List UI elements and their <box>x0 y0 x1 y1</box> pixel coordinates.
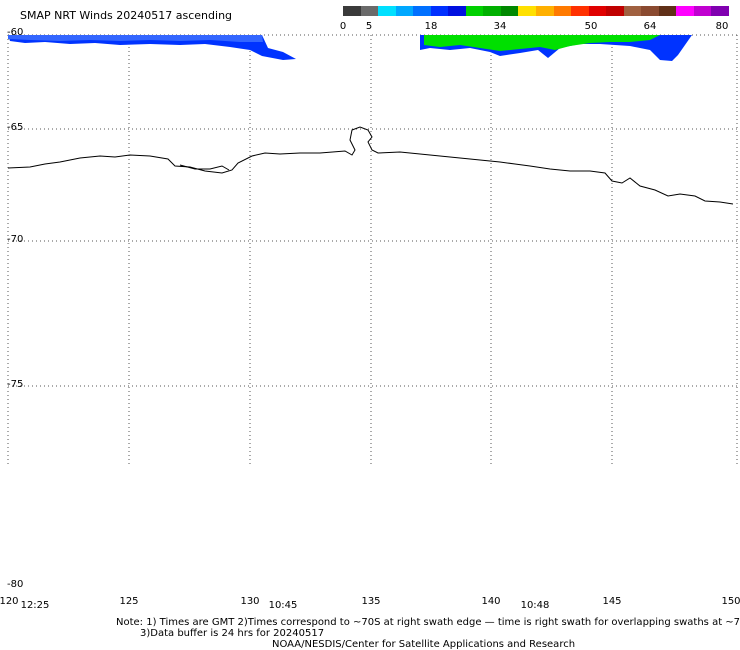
graticule <box>7 34 738 465</box>
colorbar-segment-11 <box>536 6 554 16</box>
lon-label-130: 130 <box>240 596 260 607</box>
colorbar-segment-21 <box>711 6 730 16</box>
colorbar-segment-19 <box>676 6 694 16</box>
colorbar-segment-0 <box>343 6 361 16</box>
lon-label-125: 125 <box>119 596 139 607</box>
antarctic-coastline <box>7 126 734 205</box>
colorbar-segment-18 <box>658 6 677 16</box>
time-label-2: 10:45 <box>268 600 298 611</box>
colorbar-tick-80: 80 <box>715 21 729 32</box>
colorbar-tick-5: 5 <box>365 21 373 32</box>
lat-label-70: -70 <box>7 234 24 245</box>
colorbar-segment-1 <box>360 6 379 16</box>
colorbar-segment-15 <box>606 6 624 16</box>
colorbar-segment-13 <box>571 6 589 16</box>
colorbar-segment-16 <box>623 6 642 16</box>
lon-label-120: 120 <box>0 596 19 607</box>
map-title: SMAP NRT Winds 20240517 ascending <box>20 9 233 22</box>
colorbar-segment-17 <box>641 6 659 16</box>
colorbar-tick-18: 18 <box>424 21 438 32</box>
colorbar-segment-20 <box>693 6 712 16</box>
right-wind-swath-green <box>424 35 660 51</box>
colorbar-tick-34: 34 <box>493 21 507 32</box>
colorbar-segment-10 <box>518 6 537 16</box>
colorbar-segment-4 <box>413 6 431 16</box>
time-label-1: 12:25 <box>20 600 50 611</box>
colorbar-segment-7 <box>465 6 484 16</box>
lat-label-80: -80 <box>7 579 24 590</box>
left-wind-swath <box>8 35 296 60</box>
credit-line: NOAA/NESDIS/Center for Satellite Applica… <box>272 639 576 650</box>
wind-speed-colorbar <box>343 6 730 16</box>
colorbar-segment-6 <box>448 6 466 16</box>
colorbar-segment-3 <box>395 6 414 16</box>
lon-label-150: 150 <box>721 596 740 607</box>
colorbar-tick-50: 50 <box>584 21 598 32</box>
colorbar-segment-2 <box>378 6 396 16</box>
colorbar-segment-14 <box>588 6 607 16</box>
colorbar-segment-12 <box>553 6 572 16</box>
colorbar-tick-64: 64 <box>643 21 657 32</box>
note-line-1: Note: 1) Times are GMT 2)Times correspon… <box>116 617 740 628</box>
lat-label-65: -65 <box>7 122 24 133</box>
left-wind-swath-light <box>8 35 263 42</box>
colorbar-tick-0: 0 <box>339 21 347 32</box>
lon-label-140: 140 <box>481 596 501 607</box>
colorbar-segment-8 <box>483 6 501 16</box>
lat-label-60: -60 <box>7 27 24 38</box>
colorbar-segment-5 <box>430 6 449 16</box>
time-label-3: 10:48 <box>520 600 550 611</box>
colorbar-segment-9 <box>500 6 519 16</box>
lon-label-135: 135 <box>361 596 381 607</box>
lat-label-75: -75 <box>7 379 24 390</box>
lon-label-145: 145 <box>602 596 622 607</box>
note-line-2: 3)Data buffer is 24 hrs for 20240517 <box>140 628 325 639</box>
coastline-inlet <box>179 164 230 171</box>
